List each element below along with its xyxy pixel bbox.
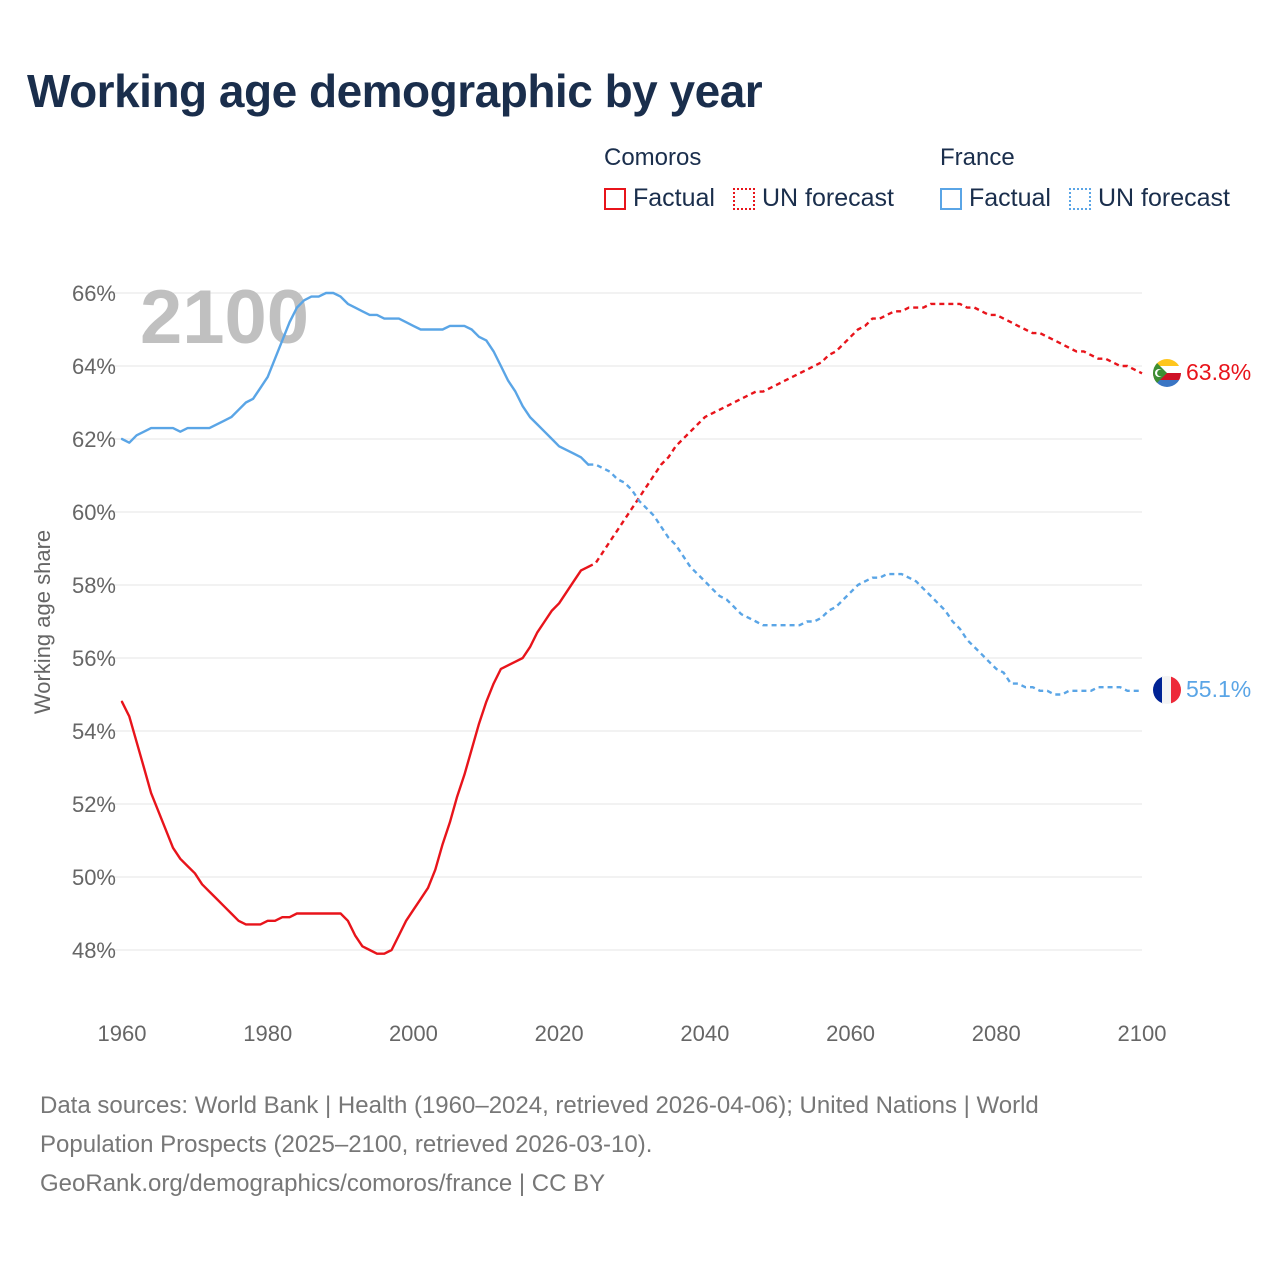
x-axis-ticks: 1960 1980 2000 2020 2040 2060 2080 2100 bbox=[98, 1021, 1167, 1046]
legend-swatch-solid-icon bbox=[940, 187, 962, 210]
france-end-label: 55.1% bbox=[1186, 676, 1251, 702]
x-tick-label: 2060 bbox=[826, 1021, 875, 1046]
legend-label: Factual bbox=[969, 184, 1051, 212]
y-axis-ticks: 48% 50% 52% 54% 56% 58% 60% 62% 64% 66% bbox=[72, 281, 116, 963]
series-lines bbox=[120, 291, 1143, 955]
y-tick-label: 52% bbox=[72, 792, 116, 817]
x-tick-label: 2040 bbox=[680, 1021, 729, 1046]
y-axis-label: Working age share bbox=[30, 530, 55, 714]
france-forecast-line bbox=[588, 463, 1142, 696]
legend-item-france-factual[interactable]: Factual bbox=[940, 184, 1051, 213]
france-flag-icon bbox=[1153, 676, 1181, 704]
legend-group-name: France bbox=[940, 144, 1015, 171]
y-tick-label: 50% bbox=[72, 865, 116, 890]
legend-item-comoros-factual[interactable]: Factual bbox=[604, 184, 715, 213]
grid-lines bbox=[110, 292, 1142, 951]
legend-item-france-forecast[interactable]: UN forecast bbox=[1068, 184, 1230, 213]
y-tick-label: 58% bbox=[72, 573, 116, 598]
legend-swatch-dotted-icon bbox=[732, 187, 755, 210]
comoros-forecast-line bbox=[587, 302, 1143, 568]
y-tick-label: 48% bbox=[72, 938, 116, 963]
x-tick-label: 2020 bbox=[535, 1021, 584, 1046]
legend-item-comoros-forecast[interactable]: UN forecast bbox=[732, 184, 894, 213]
legend-label: Factual bbox=[633, 184, 715, 212]
legend-group-france: France Factual UN forecast bbox=[940, 144, 1248, 213]
legend-group-name: Comoros bbox=[604, 144, 702, 171]
y-tick-label: 54% bbox=[72, 719, 116, 744]
france-factual-line bbox=[120, 291, 590, 466]
legend-label: UN forecast bbox=[761, 184, 894, 212]
footer-line: Population Prospects (2025–2100, retriev… bbox=[40, 1131, 653, 1158]
chart-title: Working age demographic by year bbox=[27, 65, 763, 117]
footer-sources: Data sources: World Bank | Health (1960–… bbox=[40, 1086, 1240, 1203]
y-tick-label: 60% bbox=[72, 500, 116, 525]
comoros-factual-line bbox=[120, 565, 590, 955]
x-tick-label: 2000 bbox=[389, 1021, 438, 1046]
year-watermark: 2100 bbox=[140, 275, 309, 360]
comoros-flag-icon bbox=[1153, 359, 1181, 387]
x-tick-label: 2080 bbox=[972, 1021, 1021, 1046]
legend-swatch-solid-icon bbox=[604, 187, 626, 210]
legend-label: UN forecast bbox=[1097, 184, 1230, 212]
x-tick-label: 1960 bbox=[98, 1021, 147, 1046]
legend-group-comoros: Comoros Factual UN forecast bbox=[604, 144, 912, 213]
comoros-end-label: 63.8% bbox=[1186, 359, 1251, 385]
line-chart: 2100 48% 50% 52% 54% 56% 58% 60% 62% 64% 66% 1960… bbox=[30, 275, 1251, 1046]
footer-line: GeoRank.org/demographics/comoros/france … bbox=[40, 1170, 606, 1197]
x-tick-label: 2100 bbox=[1118, 1021, 1167, 1046]
footer-line: Data sources: World Bank | Health (1960–… bbox=[40, 1092, 1039, 1119]
y-tick-label: 64% bbox=[72, 354, 116, 379]
x-tick-label: 1980 bbox=[243, 1021, 292, 1046]
y-tick-label: 66% bbox=[72, 281, 116, 306]
y-tick-label: 56% bbox=[72, 646, 116, 671]
y-tick-label: 62% bbox=[72, 427, 116, 452]
legend-swatch-dotted-icon bbox=[1068, 187, 1091, 210]
